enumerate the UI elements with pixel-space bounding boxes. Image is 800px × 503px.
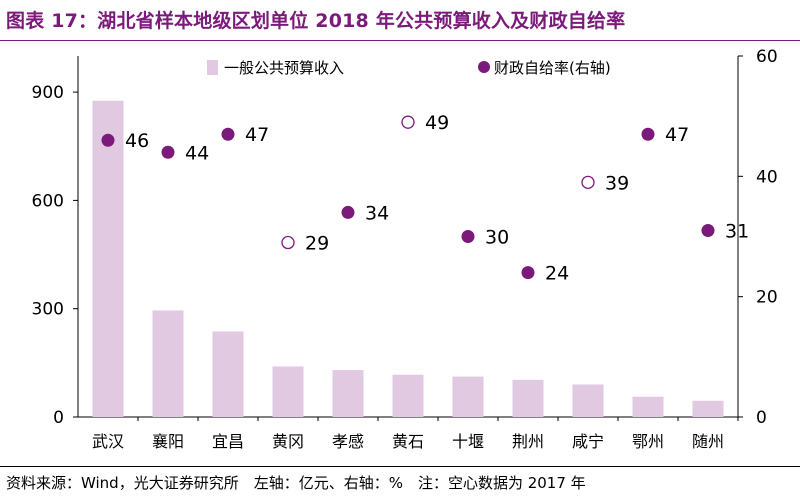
left-axis-tick-label: 300 [32,300,64,320]
ratio-data-label: 24 [545,263,569,285]
ratio-point [221,127,235,141]
source-footer: 资料来源：Wind，光大证券研究所 左轴：亿元、右轴：% 注：空心数据为 201… [6,474,586,492]
right-axis-tick-label: 0 [756,408,767,428]
bar [512,379,544,417]
ratio-point [101,133,115,147]
x-axis-tick-label: 咸宁 [572,432,604,451]
legend-bar-swatch [207,60,218,75]
right-axis-tick-label: 40 [756,167,778,187]
x-axis-tick-label: 鄂州 [632,432,664,451]
ratio-point [461,230,475,243]
ratio-data-label: 30 [485,227,509,249]
right-axis-tick-label: 20 [756,288,778,308]
ratio-point [341,205,355,219]
bar [152,310,184,417]
left-axis-tick-label: 600 [32,191,64,211]
ratio-data-label: 31 [725,220,749,242]
bar [92,100,124,417]
left-axis-tick-label: 900 [32,83,64,103]
bar [632,396,664,417]
right-axis-tick-label: 60 [756,47,778,67]
ratio-data-label: 34 [365,202,389,224]
bar [572,384,604,417]
x-axis-tick-label: 黄冈 [272,432,304,451]
ratio-point [701,223,715,237]
bar [452,376,484,417]
ratio-data-label: 29 [305,233,329,255]
left-axis-tick-label: 0 [53,408,64,428]
ratio-data-label: 47 [665,124,689,146]
ratio-point [281,235,295,250]
ratio-point [401,115,415,129]
title-rule [0,40,800,41]
footer-rule [0,466,800,467]
bar [272,366,304,417]
ratio-point [161,145,175,159]
x-axis-tick-label: 荆州 [512,432,544,451]
x-axis-tick-label: 孝感 [332,432,364,451]
ratio-data-label: 39 [605,172,629,194]
ratio-data-label: 49 [425,112,449,134]
bar [692,400,724,417]
bar [332,370,364,417]
bar [392,374,424,417]
x-axis-tick-label: 武汉 [92,432,124,451]
ratio-point [521,266,535,280]
ratio-data-label: 46 [125,130,149,152]
legend-point-swatch [478,61,490,73]
legend-point-label: 财政自给率(右轴) [494,59,611,77]
x-axis-tick-label: 随州 [692,432,724,451]
legend-bar-label: 一般公共预算收入 [224,59,344,77]
x-axis-tick-label: 十堰 [452,432,484,451]
x-axis-tick-label: 黄石 [392,432,424,451]
ratio-point [641,127,655,141]
bar [212,331,244,417]
ratio-data-label: 47 [245,124,269,146]
ratio-data-label: 44 [185,142,209,164]
chart: 0 300 600 900 0 20 40 60 武汉 襄阳 宜昌 黄冈 孝感 黄石 十堰 荆州 咸宁 鄂州 随州 4… [32,47,778,451]
x-axis-tick-label: 宜昌 [212,432,244,451]
ratio-point [581,175,595,190]
x-axis-tick-label: 襄阳 [152,432,184,451]
figure-title: 图表 17：湖北省样本地级区划单位 2018 年公共预算收入及财政自给率 [6,10,626,32]
